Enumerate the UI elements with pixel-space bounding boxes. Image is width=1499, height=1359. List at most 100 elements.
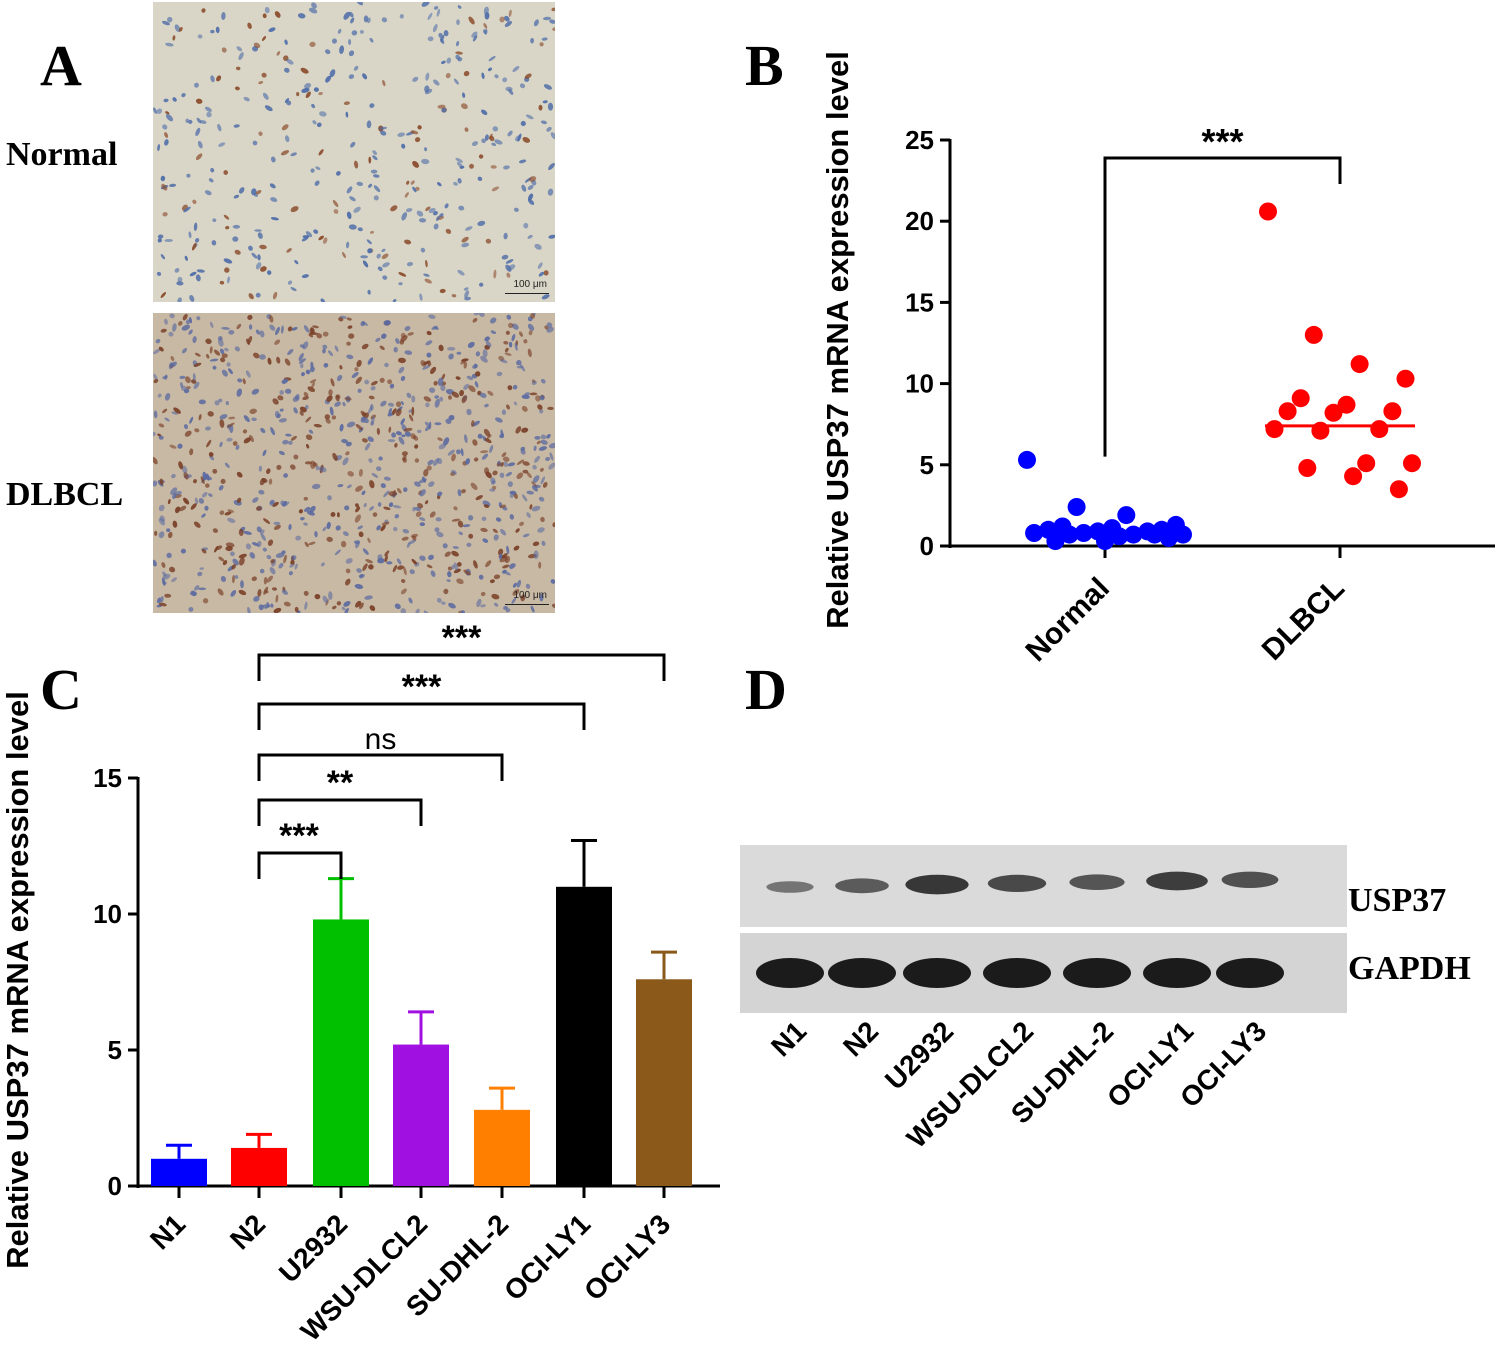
y-tick-label: 25 <box>905 125 934 155</box>
cell-nucleus <box>446 579 451 582</box>
cell-nucleus <box>334 549 341 556</box>
y-tick-label: 15 <box>905 287 934 317</box>
cell-nucleus <box>284 135 290 143</box>
cell-nucleus <box>372 155 378 161</box>
cell-nucleus <box>431 325 438 330</box>
cell-nucleus <box>224 511 232 516</box>
cell-nucleus <box>507 130 513 137</box>
cell-nucleus <box>423 396 432 402</box>
cell-nucleus <box>369 230 375 234</box>
cell-nucleus <box>441 107 447 113</box>
cell-nucleus <box>262 13 267 19</box>
cell-nucleus <box>224 462 230 468</box>
cell-nucleus <box>339 315 347 319</box>
cell-nucleus <box>502 564 510 569</box>
cell-nucleus <box>281 378 289 384</box>
cell-nucleus <box>545 456 551 462</box>
cell-nucleus <box>192 336 197 344</box>
cell-nucleus <box>400 401 404 406</box>
cell-nucleus <box>210 167 215 173</box>
cell-nucleus <box>361 490 366 496</box>
cell-nucleus <box>499 472 505 478</box>
cell-nucleus <box>539 395 545 401</box>
cell-nucleus <box>189 416 194 424</box>
cell-nucleus <box>154 530 158 536</box>
cell-nucleus <box>417 503 424 509</box>
cell-nucleus <box>516 459 525 465</box>
cell-nucleus <box>424 500 429 505</box>
cell-nucleus <box>506 314 512 320</box>
cell-nucleus <box>350 17 355 24</box>
cell-nucleus <box>460 610 466 613</box>
cell-nucleus <box>299 406 307 413</box>
cell-nucleus <box>366 239 372 245</box>
cell-nucleus <box>157 144 161 152</box>
cell-nucleus <box>249 408 257 414</box>
cell-nucleus <box>303 522 308 526</box>
cell-nucleus <box>501 552 508 559</box>
cell-nucleus <box>492 126 499 132</box>
cell-nucleus <box>516 360 522 366</box>
cell-nucleus <box>415 608 420 613</box>
cell-nucleus <box>347 471 354 477</box>
cell-nucleus <box>174 490 182 496</box>
cell-nucleus <box>348 224 357 230</box>
cell-nucleus <box>315 465 320 471</box>
cell-nucleus <box>269 500 275 506</box>
cell-nucleus <box>320 562 325 567</box>
cell-nucleus <box>531 481 537 488</box>
cell-nucleus <box>387 379 393 385</box>
cell-nucleus <box>293 454 299 460</box>
cell-nucleus <box>211 240 217 246</box>
cell-nucleus <box>251 388 260 395</box>
cell-nucleus <box>312 462 318 467</box>
cell-nucleus <box>218 398 223 403</box>
cell-nucleus <box>314 531 318 538</box>
cell-nucleus <box>448 414 455 421</box>
cell-nucleus <box>542 481 548 488</box>
x-tick-label: DLBCL <box>1256 572 1351 667</box>
cell-nucleus <box>269 567 276 575</box>
cell-nucleus <box>355 600 362 608</box>
cell-nucleus <box>347 325 353 329</box>
cell-nucleus <box>370 386 376 391</box>
data-point-dlbcl <box>1357 454 1376 473</box>
cell-nucleus <box>369 480 375 489</box>
cell-nucleus <box>282 500 287 507</box>
cell-nucleus <box>217 338 224 347</box>
cell-nucleus <box>287 280 293 285</box>
cell-nucleus <box>291 326 298 331</box>
cell-nucleus <box>480 450 489 454</box>
cell-nucleus <box>234 575 239 579</box>
cell-nucleus <box>402 455 407 461</box>
y-tick-label: 20 <box>905 206 934 236</box>
cell-nucleus <box>490 477 496 484</box>
cell-nucleus <box>255 190 262 195</box>
cell-nucleus <box>362 321 368 326</box>
cell-nucleus <box>463 287 469 291</box>
cell-nucleus <box>368 458 373 463</box>
cell-nucleus <box>480 604 486 608</box>
cell-nucleus <box>168 331 174 337</box>
cell-nucleus <box>268 27 276 33</box>
cell-nucleus <box>419 489 426 497</box>
cell-nucleus <box>255 262 262 270</box>
cell-nucleus <box>186 386 191 390</box>
cell-nucleus <box>462 524 471 528</box>
cell-nucleus <box>438 32 443 38</box>
cell-nucleus <box>483 504 490 508</box>
cell-nucleus <box>395 408 402 417</box>
cell-nucleus <box>319 111 327 117</box>
cell-nucleus <box>400 588 407 595</box>
cell-nucleus <box>174 506 181 514</box>
cell-nucleus <box>395 401 402 408</box>
cell-nucleus <box>439 213 444 217</box>
cell-nucleus <box>508 322 514 328</box>
cell-nucleus <box>489 135 495 142</box>
cell-nucleus <box>326 395 333 402</box>
cell-nucleus <box>546 326 554 333</box>
cell-nucleus <box>342 457 349 466</box>
cell-nucleus <box>400 376 406 381</box>
cell-nucleus <box>516 472 524 480</box>
cell-nucleus <box>540 439 548 445</box>
